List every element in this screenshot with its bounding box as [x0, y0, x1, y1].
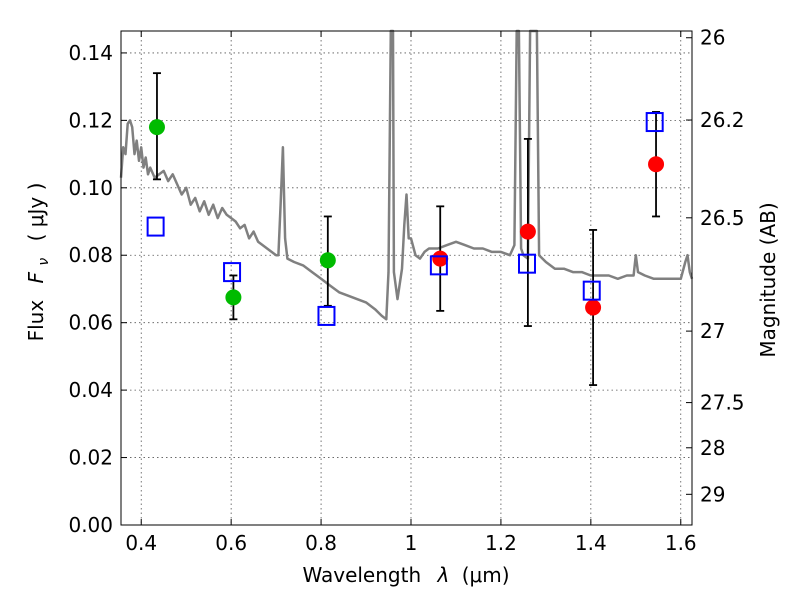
red-point [585, 299, 602, 316]
x-tick-label: 0.4 [125, 531, 157, 555]
points-group [148, 119, 665, 316]
y2-tick-label: 26 [700, 26, 725, 50]
y2-tick-label: 27.5 [700, 391, 745, 415]
x-tick-label: 0.6 [215, 531, 247, 555]
red-point [432, 250, 449, 267]
x-tick-label: 1 [405, 531, 418, 555]
model-square [517, 253, 536, 274]
ticks-group [121, 31, 692, 526]
tick-labels-group: 0.4 0.6 0.8 1 1.2 1.4 1.6 0.00 0.02 0.04 0.06 0.08 0… [68, 26, 744, 555]
red-point [519, 223, 536, 240]
y-tick-label: 0.02 [68, 446, 113, 470]
y-axis-label-unit: ( μJy ) [24, 183, 48, 242]
y-tick-label: 0.08 [68, 243, 113, 267]
x-axis-label-unit: (μm) [462, 563, 510, 587]
y2-axis-label: Magnitude (AB) [756, 202, 780, 357]
x-tick-label: 0.8 [305, 531, 337, 555]
y-tick-label: 0.14 [68, 41, 113, 65]
y2-tick-label: 27 [700, 319, 725, 343]
green-point [319, 252, 336, 269]
y-tick-label: 0.12 [68, 108, 113, 132]
y-tick-label: 0.00 [68, 513, 113, 537]
y2-tick-label: 29 [700, 482, 725, 506]
model-square [317, 305, 336, 326]
green-point [225, 289, 242, 306]
y-axis-label-symbol: F [24, 271, 48, 283]
x-tick-label: 1.6 [665, 531, 697, 555]
model-spectrum-line [119, 29, 694, 321]
y-tick-label: 0.06 [68, 311, 113, 335]
model-spectrum-group [119, 29, 694, 321]
x-tick-label: 1.2 [485, 531, 517, 555]
y-axis-label-subscript: ν [36, 258, 52, 266]
y2-tick-label: 28 [700, 436, 725, 460]
red-point [648, 156, 665, 173]
plot-frame [120, 30, 693, 526]
green-point [148, 119, 165, 136]
model-square [223, 262, 242, 283]
x-axis-label-main: Wavelength [302, 563, 421, 587]
x-tick-label: 1.4 [575, 531, 607, 555]
x-axis-label: Wavelength λ (μm) [302, 563, 509, 587]
y-axis-label: Flux F ν ( μJy ) [24, 183, 53, 342]
model-square [429, 255, 448, 276]
model-square [146, 216, 165, 237]
y-tick-label: 0.04 [68, 378, 113, 402]
y2-tick-label: 26.2 [700, 108, 745, 132]
y-tick-label: 0.10 [68, 176, 113, 200]
y2-tick-label: 26.5 [700, 206, 745, 230]
model-squares-group [146, 112, 664, 326]
y-axis-label-main: Flux [24, 300, 48, 342]
model-square [645, 112, 664, 133]
x-axis-label-symbol: λ [437, 563, 450, 587]
model-square [582, 280, 601, 301]
